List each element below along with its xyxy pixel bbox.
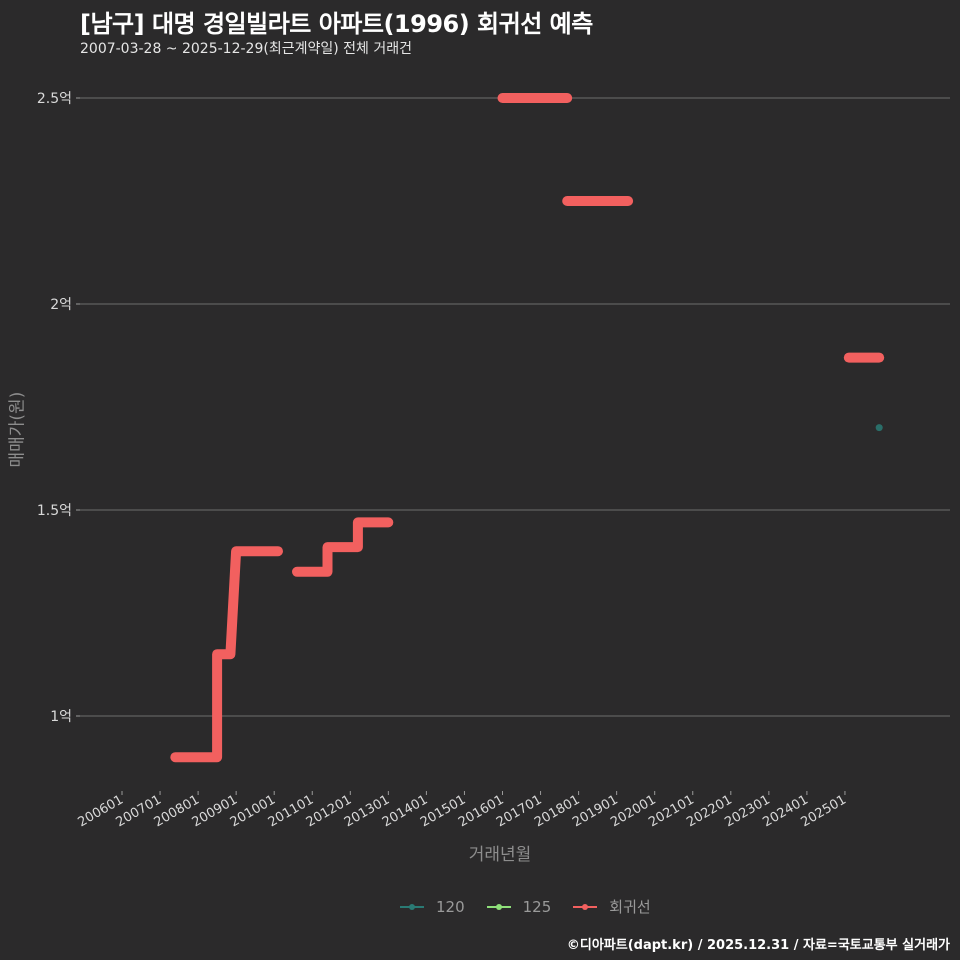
legend-label: 회귀선	[609, 898, 651, 916]
x-axis-ticks: 2006012007012008012009012010012011012012…	[76, 791, 849, 830]
legend-key-icon	[573, 901, 598, 913]
gridlines	[80, 97, 950, 717]
legend: 120 125 회귀선	[400, 896, 661, 917]
legend-key-icon	[486, 901, 511, 913]
y-tick-label: 1억	[50, 709, 72, 725]
y-tick-label: 2억	[50, 297, 72, 313]
y-axis-ticks: 1억 1.5억 2억 2.5억	[37, 91, 80, 725]
chart-title: [남구] 대명 경일빌라트 아파트(1996) 회귀선 예측	[80, 10, 593, 38]
legend-item-125: 125	[486, 897, 552, 916]
source-caption: ©디아파트(dapt.kr) / 2025.12.31 / 자료=국토교통부 실…	[566, 938, 950, 953]
x-axis-label: 거래년월	[468, 845, 532, 865]
legend-item-regression: 회귀선	[573, 896, 651, 917]
data-point-120	[875, 424, 883, 432]
legend-item-120: 120	[400, 898, 465, 916]
y-tick-label: 1.5억	[37, 503, 72, 519]
legend-label: 125	[522, 897, 552, 916]
regression-line-segment	[292, 517, 394, 577]
legend-key-icon	[400, 901, 424, 913]
legend-label: 120	[436, 897, 465, 916]
series-layer	[170, 93, 885, 763]
chart-subtitle: 2007-03-28 ~ 2025-12-29(최근계약일) 전체 거래건	[80, 41, 412, 57]
y-tick-label: 2.5억	[37, 91, 72, 107]
y-axis-label: 매매가(원)	[7, 391, 28, 468]
regression-line-segment	[170, 546, 283, 763]
